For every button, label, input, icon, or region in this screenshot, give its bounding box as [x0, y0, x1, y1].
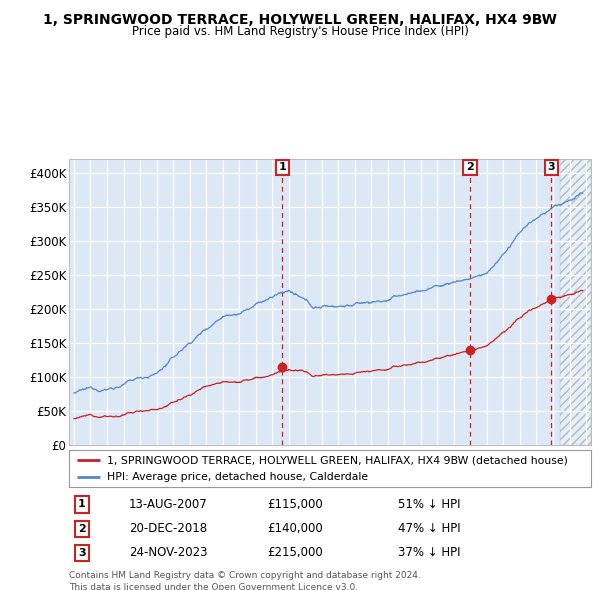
Text: 47% ↓ HPI: 47% ↓ HPI — [398, 522, 460, 535]
Text: £115,000: £115,000 — [268, 498, 323, 511]
Text: 51% ↓ HPI: 51% ↓ HPI — [398, 498, 460, 511]
Text: Contains HM Land Registry data © Crown copyright and database right 2024.
This d: Contains HM Land Registry data © Crown c… — [69, 571, 421, 590]
Text: 3: 3 — [78, 548, 86, 558]
Text: 1, SPRINGWOOD TERRACE, HOLYWELL GREEN, HALIFAX, HX4 9BW: 1, SPRINGWOOD TERRACE, HOLYWELL GREEN, H… — [43, 13, 557, 27]
Text: 24-NOV-2023: 24-NOV-2023 — [129, 546, 208, 559]
Text: £215,000: £215,000 — [268, 546, 323, 559]
Text: HPI: Average price, detached house, Calderdale: HPI: Average price, detached house, Cald… — [107, 472, 368, 482]
Text: 13-AUG-2007: 13-AUG-2007 — [129, 498, 208, 511]
Text: 2: 2 — [466, 162, 474, 172]
Bar — [560, 159, 591, 445]
Text: 37% ↓ HPI: 37% ↓ HPI — [398, 546, 460, 559]
Text: 1: 1 — [278, 162, 286, 172]
Text: Price paid vs. HM Land Registry's House Price Index (HPI): Price paid vs. HM Land Registry's House … — [131, 25, 469, 38]
Text: 1: 1 — [78, 500, 86, 510]
Text: 1, SPRINGWOOD TERRACE, HOLYWELL GREEN, HALIFAX, HX4 9BW (detached house): 1, SPRINGWOOD TERRACE, HOLYWELL GREEN, H… — [107, 455, 568, 465]
Text: 20-DEC-2018: 20-DEC-2018 — [129, 522, 207, 535]
Text: £140,000: £140,000 — [268, 522, 323, 535]
Text: 2: 2 — [78, 524, 86, 533]
Text: 3: 3 — [548, 162, 555, 172]
